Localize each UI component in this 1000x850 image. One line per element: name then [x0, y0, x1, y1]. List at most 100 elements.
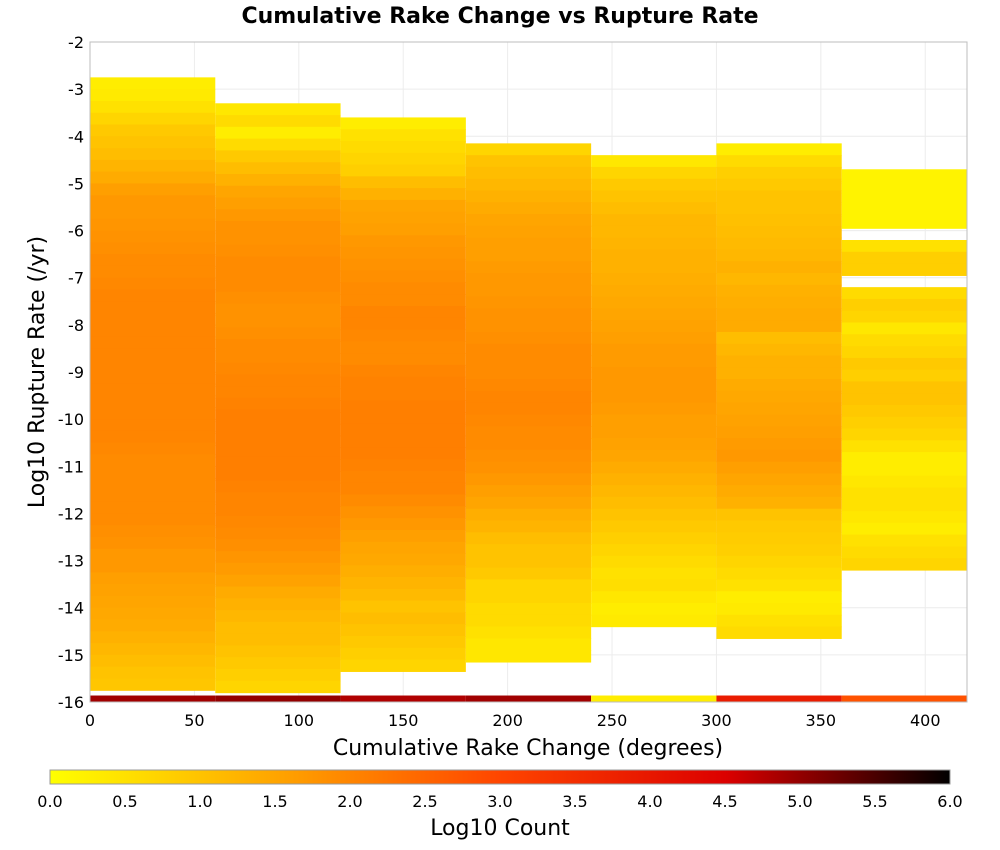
heatmap-cell: [716, 155, 842, 168]
y-tick-label: -15: [58, 646, 84, 665]
x-tick-label: 350: [806, 711, 837, 730]
heatmap-cell: [716, 449, 842, 463]
heatmap-cell: [465, 449, 592, 463]
x-tick-label: 250: [597, 711, 628, 730]
heatmap-cell: [215, 386, 341, 399]
y-axis-label: Log10 Rupture Rate (/yr): [25, 236, 50, 508]
heatmap-cell: [340, 624, 466, 637]
y-tick-label: -14: [58, 599, 84, 618]
heatmap-cell: [215, 562, 341, 576]
heatmap-cell: [465, 343, 592, 357]
heatmap-cell: [716, 496, 842, 510]
heatmap-cell: [90, 112, 216, 126]
heatmap-cell: [215, 468, 341, 482]
heatmap-cell: [215, 492, 341, 505]
heatmap-cell: [716, 367, 842, 380]
heatmap-cell: [340, 364, 466, 378]
y-tick-label: -13: [58, 552, 84, 571]
heatmap-cell: [340, 294, 466, 307]
heatmap-cell: [215, 409, 341, 423]
heatmap-cell: [591, 449, 717, 463]
colorbar-tick-label: 2.0: [337, 792, 362, 811]
heatmap-cell: [841, 204, 967, 218]
heatmap-cell: [90, 89, 216, 102]
heatmap-cell: [340, 447, 466, 460]
x-axis-ticks: 0 50 100 150 200 250 300 350 400: [85, 711, 941, 730]
heatmap-cell: [841, 405, 967, 418]
heatmap-cell: [340, 164, 466, 177]
heatmap-cell: [340, 235, 466, 248]
heatmap-cell: [591, 695, 717, 702]
heatmap-cell: [90, 277, 216, 291]
heatmap-cell: [90, 77, 216, 90]
heatmap-cell: [716, 438, 842, 451]
heatmap-cell: [465, 402, 592, 416]
heatmap-cell: [465, 544, 592, 557]
heatmap-cell: [591, 214, 717, 227]
heatmap-cell: [215, 291, 341, 305]
heatmap-cell: [465, 567, 592, 581]
heatmap-cell: [716, 320, 842, 333]
heatmap-cell: [465, 143, 592, 156]
heatmap-cell: [465, 190, 592, 203]
colorbar-tick-label: 5.5: [862, 792, 887, 811]
heatmap-cell: [841, 440, 967, 453]
heatmap-cell: [591, 426, 717, 439]
heatmap-cell: [215, 421, 341, 434]
heatmap-cell: [340, 659, 466, 672]
heatmap-cell: [716, 390, 842, 404]
heatmap-cell: [465, 520, 592, 533]
heatmap-cell: [215, 315, 341, 328]
heatmap-cell: [841, 452, 967, 465]
heatmap-cell: [215, 695, 341, 702]
heatmap-cell: [340, 588, 466, 602]
heatmap-cell: [340, 176, 466, 189]
heatmap-cell: [215, 445, 341, 458]
heatmap-cell: [716, 473, 842, 486]
heatmap-cell: [591, 367, 717, 380]
heatmap-cell: [90, 195, 216, 208]
heatmap-cell: [841, 192, 967, 206]
heatmap-cell: [716, 614, 842, 628]
heatmap-cell: [90, 336, 216, 350]
heatmap-cell: [90, 254, 216, 267]
heatmap-cell: [465, 426, 592, 439]
heatmap-cell: [591, 178, 717, 192]
heatmap-cell: [591, 567, 717, 581]
heatmap-cell: [90, 348, 216, 361]
chart-title: Cumulative Rake Change vs Rupture Rate: [241, 4, 758, 29]
heatmap-cell: [340, 306, 466, 319]
heatmap-cell: [465, 379, 592, 392]
heatmap-cell: [716, 532, 842, 545]
heatmap-cell: [340, 282, 466, 295]
heatmap-cell: [591, 579, 717, 592]
heatmap-cell: [215, 232, 341, 246]
heatmap-cell: [591, 308, 717, 321]
heatmap-cell: [340, 152, 466, 166]
heatmap-cell: [90, 695, 216, 702]
colorbar-label: Log10 Count: [430, 816, 570, 841]
heatmap-cell: [716, 544, 842, 557]
heatmap-cell: [215, 197, 341, 210]
heatmap-cell: [340, 211, 466, 225]
heatmap-cell: [340, 223, 466, 236]
heatmap-cell: [716, 143, 842, 156]
heatmap-cell: [591, 402, 717, 416]
heatmap-cell: [215, 598, 341, 611]
heatmap-cell: [716, 520, 842, 533]
heatmap-cell: [215, 150, 341, 163]
heatmap-cell: [340, 494, 466, 507]
heatmap-cell: [591, 155, 717, 168]
heatmap-cell: [465, 214, 592, 227]
heatmap-cell: [90, 442, 216, 456]
heatmap-cell: [90, 678, 216, 691]
heatmap-cell: [90, 242, 216, 255]
heatmap-cell: [716, 237, 842, 251]
heatmap-cell: [841, 169, 967, 182]
heatmap-cell: [215, 586, 341, 599]
y-tick-label: -9: [68, 363, 84, 382]
heatmap-cell: [215, 174, 341, 187]
heatmap-cell: [90, 572, 216, 585]
heatmap-cell: [90, 584, 216, 597]
heatmap-cell: [716, 249, 842, 262]
